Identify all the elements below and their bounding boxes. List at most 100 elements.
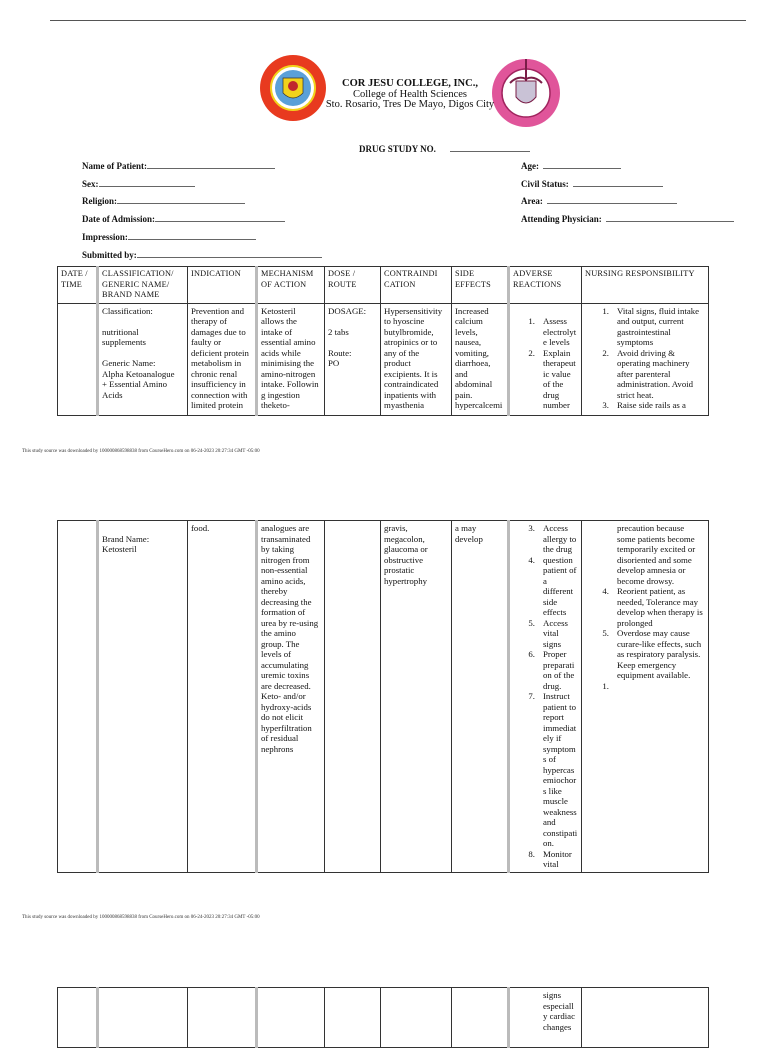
list-line: operating machinery <box>617 358 690 368</box>
list-number: 2. <box>528 347 535 358</box>
cell-line: faulty or <box>191 337 222 347</box>
attending-physician-field[interactable]: Attending Physician: <box>521 213 734 224</box>
cell-line: glaucoma or <box>384 544 428 554</box>
cell-line: gravis, <box>384 523 408 533</box>
list-line: and output, current <box>617 316 684 326</box>
list-line: Access <box>543 617 568 628</box>
column-header-date-time: DATE / TIME <box>57 266 98 304</box>
list-line: Assess <box>543 316 567 326</box>
cell-line: hyperfiltration <box>261 722 312 733</box>
list-line: symptom <box>543 743 576 754</box>
cell-line: diarrhoea, <box>455 358 491 368</box>
cell-line: are decreased. <box>261 680 311 691</box>
religion-field[interactable]: Religion: <box>82 195 245 206</box>
drug-study-table-page-1: DATE / TIME CLASSIFICATION/GENERIC NAME/BR… <box>57 266 709 416</box>
cell-indication: food. <box>187 520 257 873</box>
list-line: Raise side rails as a <box>617 400 686 410</box>
list-line: administration. Avoid <box>617 379 694 389</box>
table-row: Classification: nutritional supplements Gen… <box>57 302 709 416</box>
cell-line <box>102 348 184 359</box>
header-line: CATION <box>384 279 416 289</box>
list-line: s like <box>543 785 562 796</box>
list-line: signs <box>543 638 562 649</box>
cell-line: do not elicit <box>261 712 304 722</box>
list-line: become drowsy. <box>617 575 675 586</box>
column-header-contraindication: CONTRAINDI CATION <box>380 266 452 304</box>
header-line: INDICATION <box>191 269 241 278</box>
cell-line: Classification: <box>102 305 153 316</box>
cell-line: DOSAGE: <box>328 305 367 316</box>
field-label: Name of Patient: <box>82 161 147 171</box>
list-text: precaution because some patients become te… <box>617 523 695 586</box>
list-number: 3. <box>602 400 609 410</box>
cell-classification: Brand Name: Ketosteril <box>96 520 188 873</box>
list-text: Proper preparati on of the drug. <box>543 649 574 691</box>
cell-line: megacolon, <box>384 533 425 544</box>
list-line: equipment available. <box>617 670 691 680</box>
area-field[interactable]: Area: <box>521 195 677 206</box>
date-of-admission-field[interactable]: Date of Admission: <box>82 213 286 224</box>
name-of-patient-field[interactable]: Name of Patient: <box>82 160 275 171</box>
cell-line: Ketosteril <box>261 305 296 316</box>
cell-line: non-essential <box>261 565 308 575</box>
cell-indication <box>187 987 257 1048</box>
cell-line: 2 tabs <box>328 326 349 337</box>
list-line: muscle <box>543 796 568 806</box>
cell-line: intake of <box>261 326 293 337</box>
drug-study-number: DRUG STUDY NO. <box>359 143 531 154</box>
column-header-nursing-responsibility: NURSING RESPONSIBILITY <box>581 266 709 304</box>
list-line: ely if <box>543 733 562 743</box>
field-label: Sex: <box>82 179 99 189</box>
list-number: 1. <box>602 305 609 316</box>
cell-date-time <box>57 987 98 1048</box>
list-line: preparati <box>543 659 575 670</box>
cell-line: acids while <box>261 347 301 358</box>
civil-status-field[interactable]: Civil Status: <box>521 178 663 189</box>
header-line: DOSE / <box>328 269 356 278</box>
department-name: College of Health Sciences <box>352 88 467 100</box>
field-label: Area: <box>521 196 543 206</box>
list-text: Avoid driving & operating machinery after … <box>617 348 693 401</box>
cell-line: Prevention and <box>191 305 245 316</box>
list-line: signs <box>543 990 562 1000</box>
list-line: on. <box>543 838 554 848</box>
table-header-row: DATE / TIME CLASSIFICATION/GENERIC NAME/BR… <box>57 266 709 304</box>
list-line: temporarily excited or <box>617 544 696 554</box>
list-number: 6. <box>528 649 535 659</box>
sex-field[interactable]: Sex: <box>82 178 195 189</box>
header-line: BRAND NAME <box>102 290 160 299</box>
impression-field[interactable]: Impression: <box>82 231 256 242</box>
cell-line: myasthenia <box>384 400 425 410</box>
cell-line: group. The <box>261 638 300 649</box>
cell-line: hypertrophy <box>384 575 427 586</box>
list-text: question patient of a different side effects <box>543 555 576 618</box>
header-line: REACTIONS <box>513 279 562 289</box>
list-number: 3. <box>528 523 535 533</box>
list-line: e levels <box>543 337 570 347</box>
age-field[interactable]: Age: <box>521 160 621 171</box>
list-item <box>513 306 578 317</box>
cell-line: intake. Followin <box>261 379 319 389</box>
list-line: after parenteral <box>617 368 671 379</box>
list-line: on of the <box>543 670 575 680</box>
drug-study-number-field[interactable] <box>450 143 531 152</box>
submitted-by-field[interactable]: Submitted by: <box>82 249 322 260</box>
list-line: vital <box>543 628 559 638</box>
list-line: ic value <box>543 368 571 379</box>
cell-nursing-responsibility: 1. Vital signs, fluid intake and output, c… <box>581 302 709 416</box>
list-line: changes <box>543 1021 572 1032</box>
cell-date-time <box>57 520 98 873</box>
cell-line: a may <box>455 523 477 533</box>
cell-adverse-reactions: 3. Access allergy to the drug 4. question pati… <box>507 520 582 873</box>
letterhead: COR JESU COLLEGE, INC., College of Healt… <box>300 78 520 111</box>
cell-line <box>102 316 184 327</box>
cell-mechanism-of-action <box>255 987 325 1048</box>
list-line: especiall <box>543 1000 574 1011</box>
cell-line: by taking <box>261 544 294 554</box>
list-line: number <box>543 400 570 410</box>
field-label: Impression: <box>82 232 128 242</box>
list-item: 5. Overdose may cause curare-like effects,… <box>585 628 705 681</box>
list-text: Instruct patient to report immediat ely if sy… <box>543 691 577 849</box>
cell-indication: Prevention and therapy of damages due to fa… <box>187 302 257 416</box>
list-line: y cardiac <box>543 1011 575 1021</box>
